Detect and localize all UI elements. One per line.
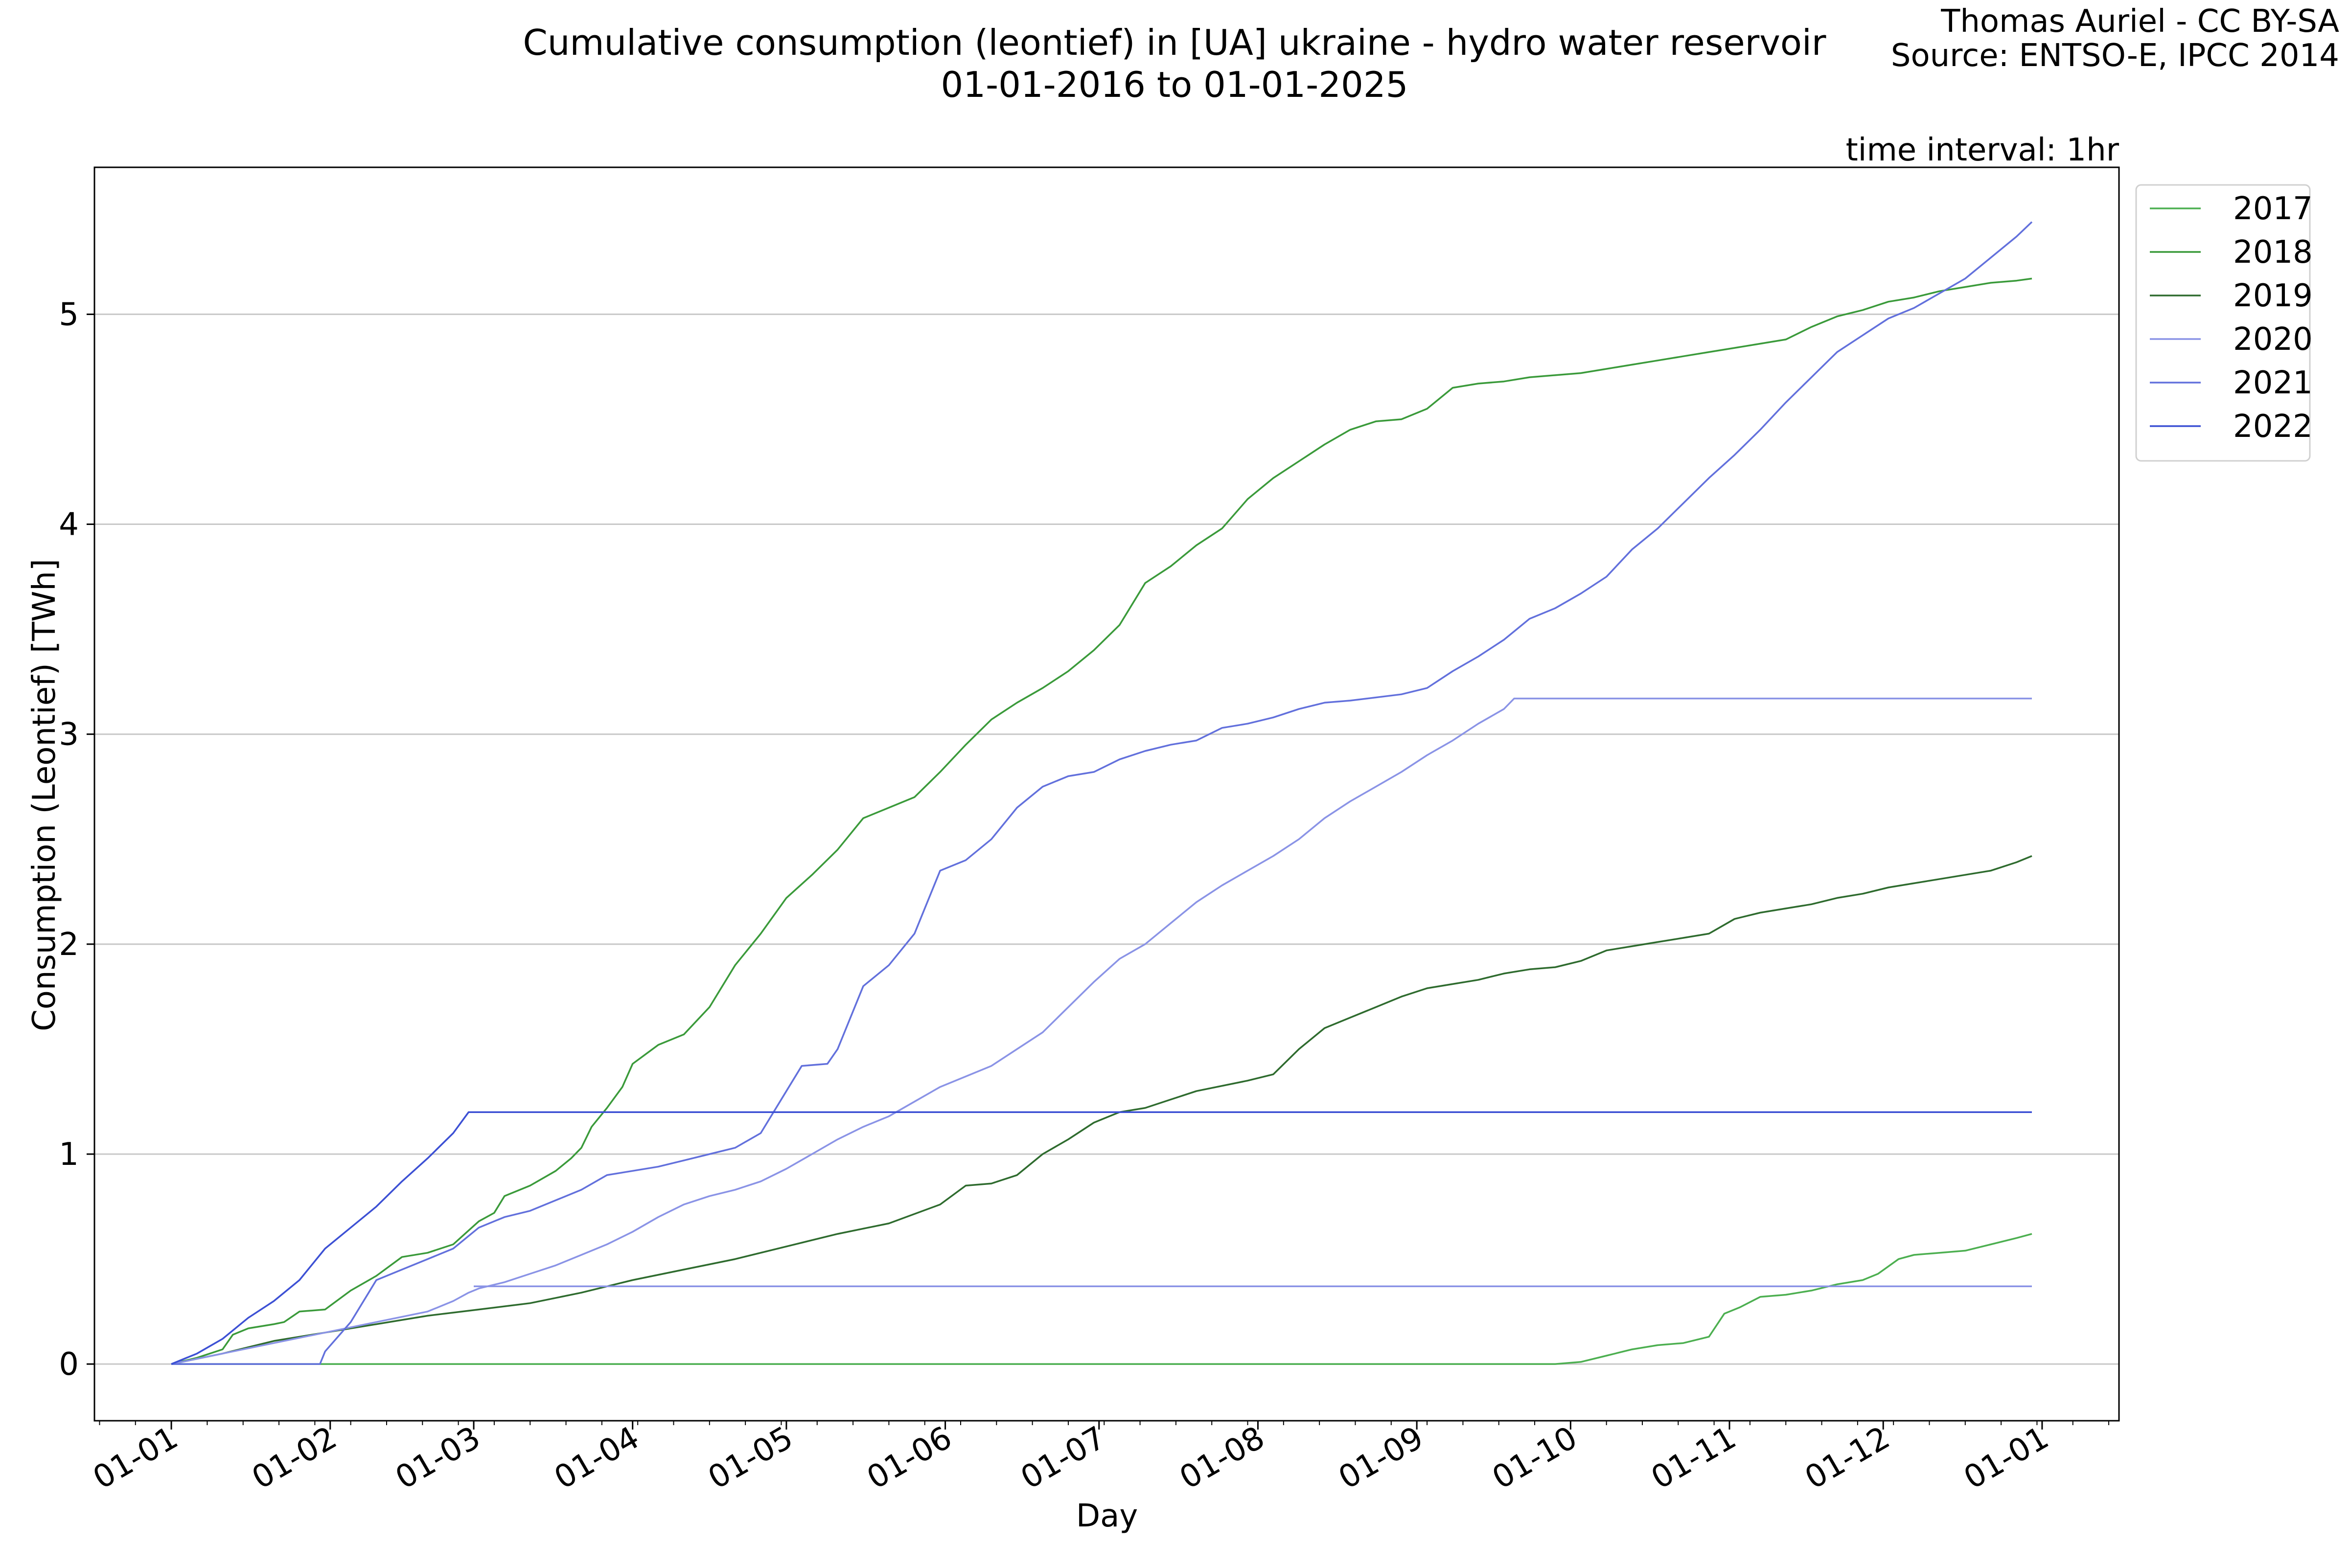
series-line-2017 <box>171 1233 2032 1365</box>
x-tick-label: 01-05 <box>702 1420 799 1497</box>
x-tick-label: 01-06 <box>861 1420 958 1497</box>
x-tick-label: 01-09 <box>1333 1420 1429 1497</box>
y-tick-label: 3 <box>59 717 79 753</box>
plot-frame <box>93 166 2120 1422</box>
legend-label: 2022 <box>2233 409 2313 445</box>
x-axis-label: Day <box>1076 1498 1138 1534</box>
y-tick-label: 5 <box>59 296 79 333</box>
y-tick-label: 4 <box>59 507 79 543</box>
legend: 2017 2018 2019 2020 2021 2022 <box>2135 184 2313 462</box>
x-tick-label: 01-02 <box>246 1420 343 1497</box>
series-lines <box>171 221 2033 1365</box>
x-tick-label: 01-08 <box>1174 1420 1270 1497</box>
legend-label: 2017 <box>2233 191 2313 227</box>
legend-label: 2018 <box>2233 234 2313 271</box>
series-line-2022 <box>171 1111 2032 1365</box>
x-tick-label: 01-03 <box>390 1420 486 1497</box>
x-tick-label: 01-12 <box>1799 1420 1896 1497</box>
y-tick-label: 2 <box>59 927 79 963</box>
series-line-2018 <box>171 277 2032 1365</box>
chart-subtitle: 01-01-2016 to 01-01-2025 <box>941 64 1408 105</box>
time-interval-note: time interval: 1hr <box>1846 132 2119 168</box>
credit-author: Thomas Auriel - CC BY-SA <box>1940 3 2339 40</box>
chart-title: Cumulative consumption (leontief) in [UA… <box>523 22 1826 63</box>
legend-label: 2019 <box>2233 278 2313 314</box>
credit-source: Source: ENTSO-E, IPCC 2014 <box>1891 38 2339 74</box>
x-tick-label: 01-01 <box>87 1420 184 1497</box>
grid-lines <box>94 313 2119 1365</box>
y-tick-label: 0 <box>59 1346 79 1383</box>
y-axis-label: Consumption (Leontief) [TWh] <box>26 559 63 1031</box>
series-line-2019 <box>171 855 2032 1365</box>
legend-label: 2021 <box>2233 365 2313 401</box>
x-tick-label: 01-04 <box>549 1420 645 1497</box>
x-tick-label: 01-10 <box>1486 1420 1583 1497</box>
series-line-2020 <box>171 697 2032 1365</box>
y-tick-label: 1 <box>59 1136 79 1173</box>
x-tick-label: 01-07 <box>1015 1420 1112 1497</box>
legend-label: 2020 <box>2233 321 2313 358</box>
axes: 0 1 2 3 4 5 01-01 01-02 01-03 01-04 01-05 01-06 01-0… <box>59 166 2120 1497</box>
x-tick-label: 01-01 <box>1958 1420 2055 1497</box>
legend-box <box>2135 184 2311 462</box>
series-line-2021 <box>171 221 2033 1365</box>
x-tick-label: 01-11 <box>1645 1420 1742 1497</box>
